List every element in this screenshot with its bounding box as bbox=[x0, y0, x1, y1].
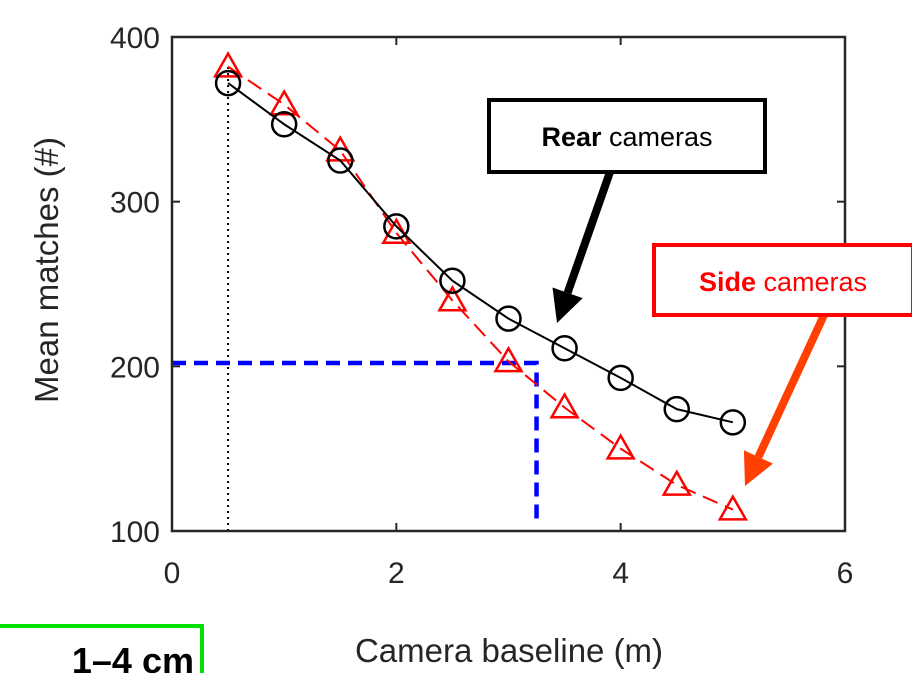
x-axis-label: Camera baseline (m) bbox=[355, 632, 663, 669]
rear-callout-bold: Rear bbox=[541, 122, 602, 152]
side-callout-bold: Side bbox=[699, 267, 756, 297]
reference-lines bbox=[172, 67, 537, 531]
y-tick-label: 400 bbox=[110, 22, 160, 55]
side-callout-label: Side cameras bbox=[699, 267, 867, 297]
rear-callout-arrowhead bbox=[553, 288, 583, 323]
y-tick-label: 300 bbox=[110, 187, 160, 220]
x-tick-label: 0 bbox=[164, 557, 181, 590]
y-tick-label: 200 bbox=[110, 351, 160, 384]
side-callout-rest: cameras bbox=[756, 267, 867, 297]
side-data-point bbox=[664, 472, 690, 495]
cut-off-label: 1–4 cm bbox=[72, 640, 194, 673]
y-tick-label: 100 bbox=[110, 516, 160, 549]
cut-off-label-box: 1–4 cm bbox=[0, 626, 202, 673]
rear-callout-arrow bbox=[568, 172, 610, 293]
x-tick-label: 2 bbox=[388, 557, 405, 590]
x-tick-label: 6 bbox=[837, 557, 854, 590]
side-callout-arrow bbox=[758, 315, 824, 457]
rear-callout-label: Rear cameras bbox=[541, 122, 712, 152]
threshold-line bbox=[172, 363, 537, 521]
x-tick-label: 4 bbox=[612, 557, 629, 590]
rear-callout-rest: cameras bbox=[602, 122, 713, 152]
y-axis-label: Mean matches (#) bbox=[28, 137, 65, 403]
side-data-point bbox=[720, 497, 746, 520]
